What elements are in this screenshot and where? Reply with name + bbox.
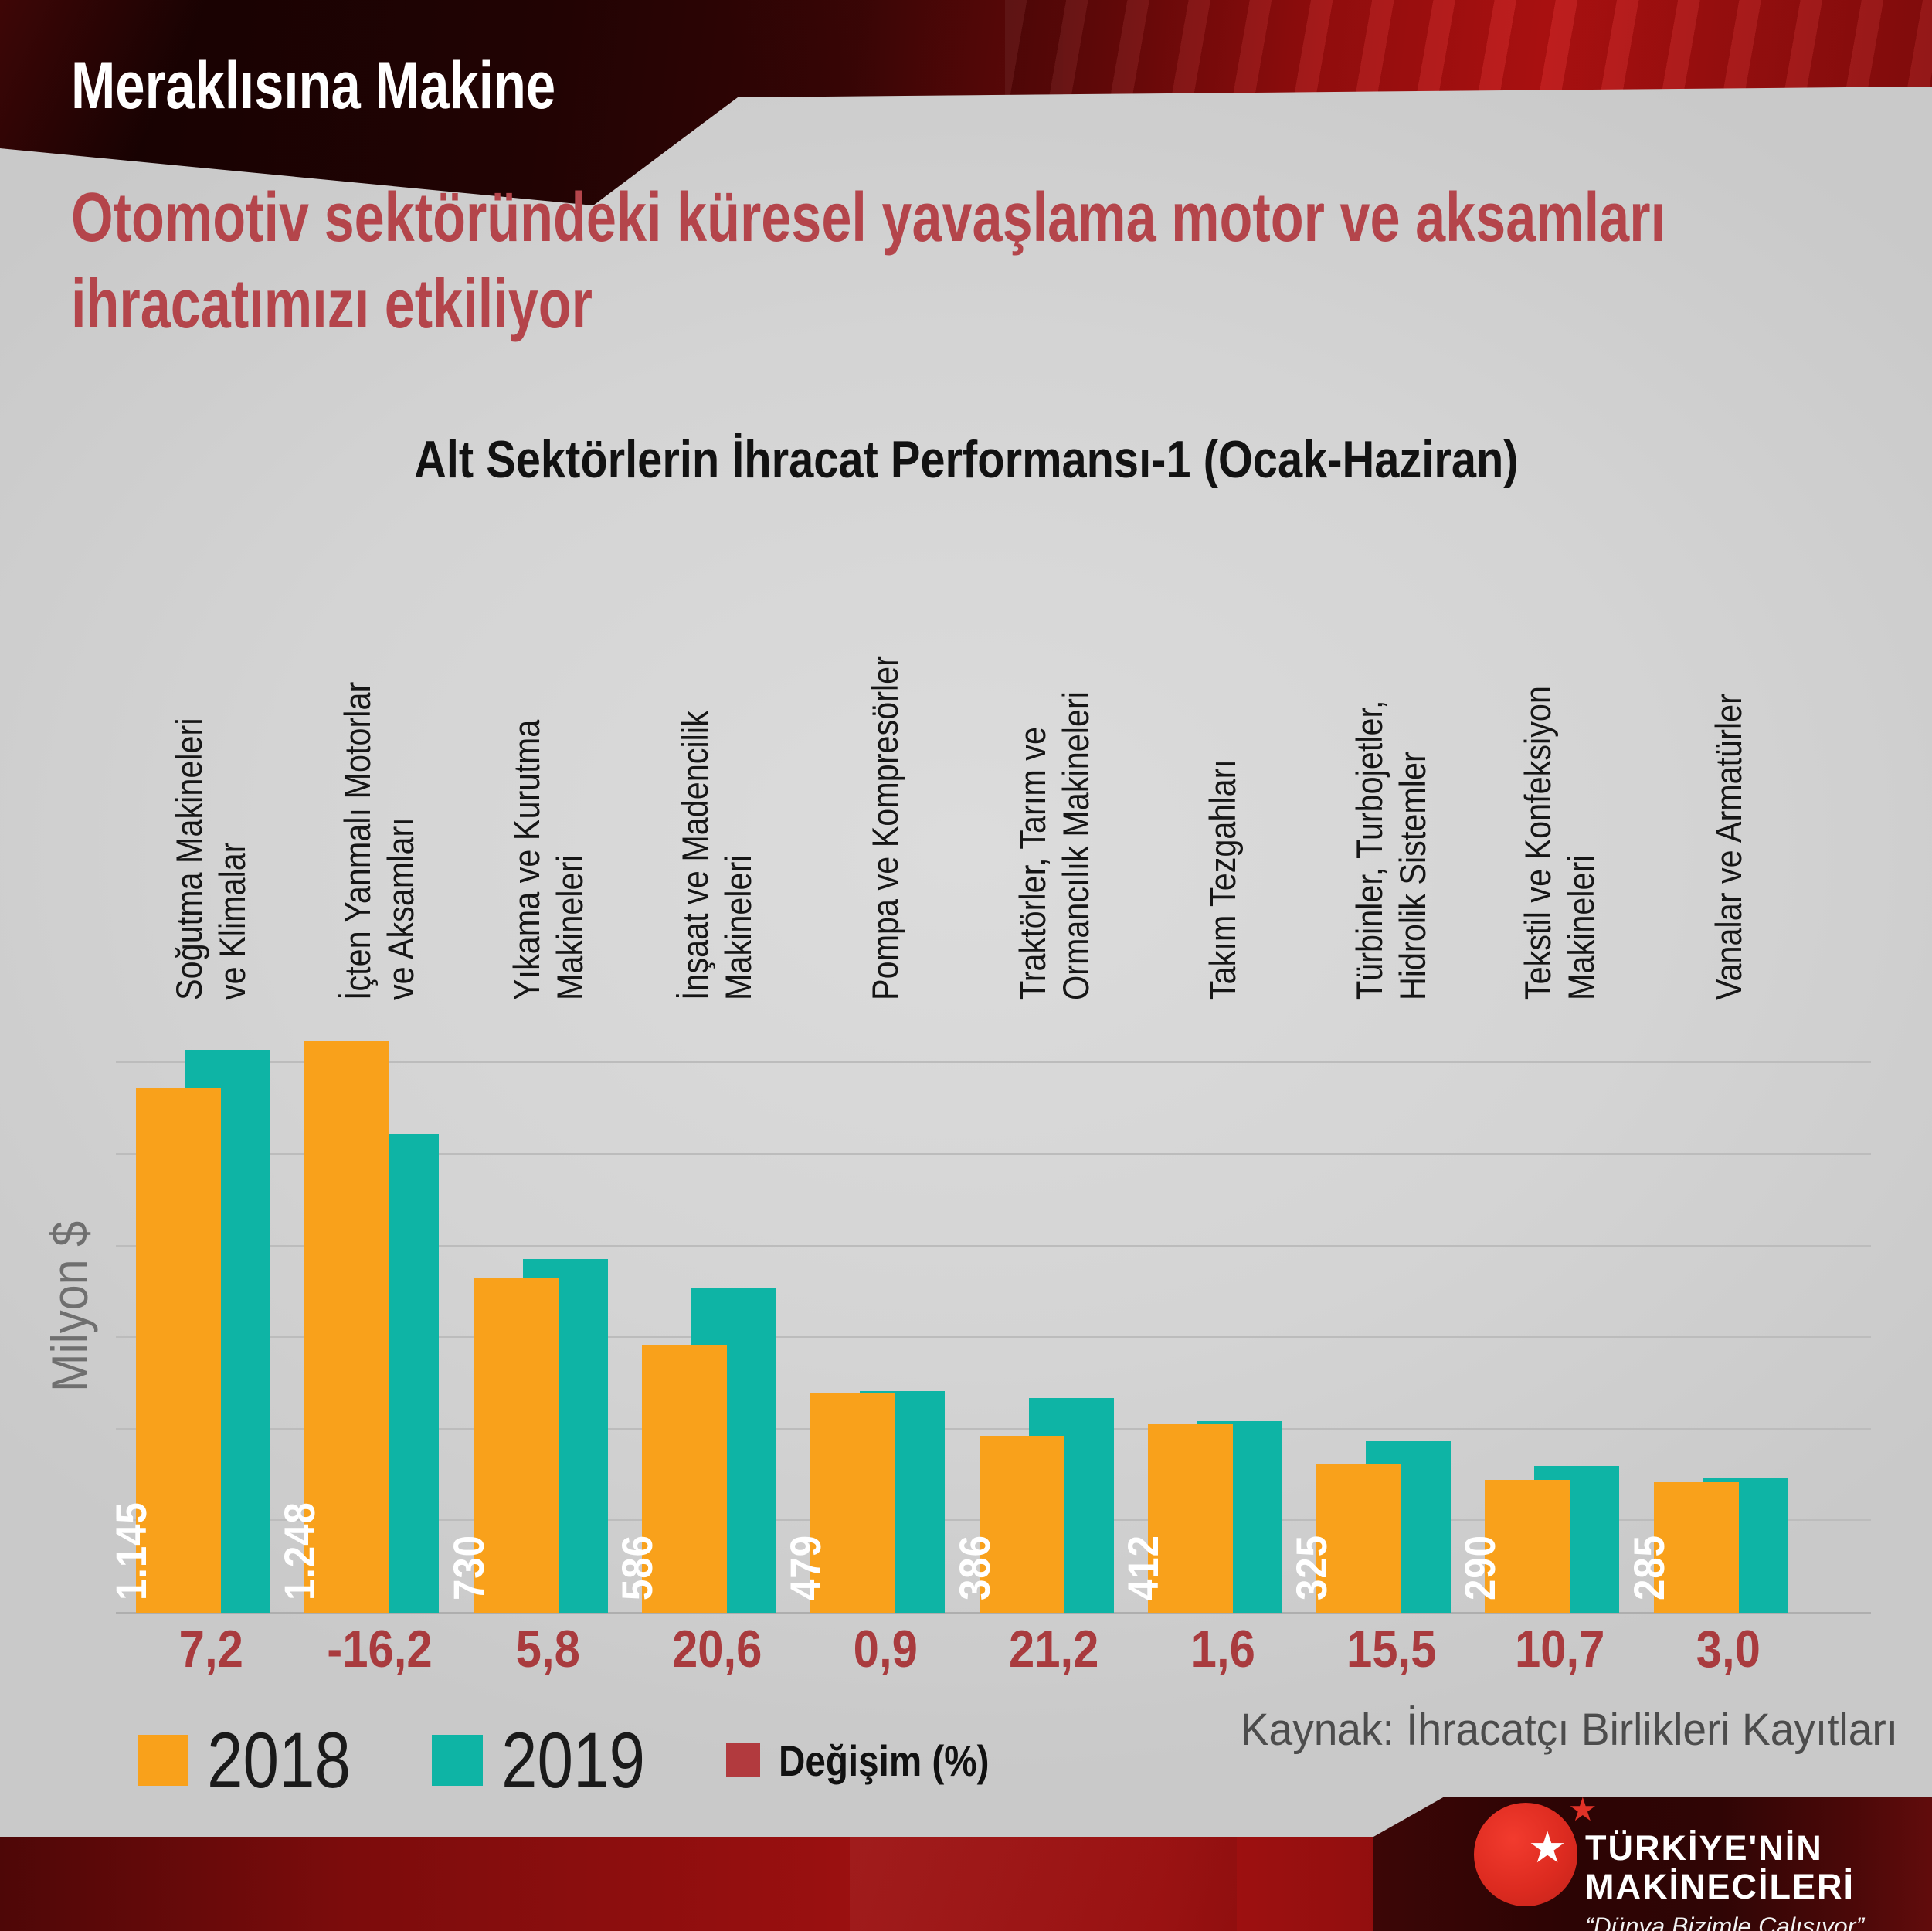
bar-chart-plot: 1.2271.1451.0451.24877273070858648447946… xyxy=(0,1035,1932,1614)
chart-title: Alt Sektörlerin İhracat Performansı-1 (O… xyxy=(413,430,1519,489)
legend-item-2018: 2018 xyxy=(138,1721,382,1800)
bar-value-label: 586 xyxy=(612,1535,661,1600)
legend-label-2019: 2019 xyxy=(501,1716,645,1804)
legend-swatch-change xyxy=(725,1743,760,1777)
bar-2018: 586 xyxy=(613,1345,727,1613)
brand-title: Meraklısına Makine xyxy=(71,49,556,123)
bar-value-label: 730 xyxy=(443,1535,493,1600)
bar-2018: 386 xyxy=(950,1436,1064,1613)
gridline xyxy=(116,1336,1871,1339)
bar-2018: 1.145 xyxy=(107,1088,221,1613)
change-value: 15,5 xyxy=(1346,1620,1437,1678)
star-icon: ★ xyxy=(1528,1823,1567,1872)
source-note: Kaynak: İhracatçı Birlikleri Kayıtları xyxy=(1240,1705,1898,1755)
change-value: 0,9 xyxy=(853,1620,918,1678)
logo-line2: MAKİNECİLERİ xyxy=(1585,1867,1855,1906)
change-value: 7,2 xyxy=(178,1620,243,1678)
gridline xyxy=(116,1244,1871,1247)
gridline xyxy=(116,1061,1871,1064)
legend-swatch-2019 xyxy=(431,1735,483,1786)
change-value: 21,2 xyxy=(1009,1620,1099,1678)
headline-line1: Otomotiv sektöründeki küresel yavaşlama … xyxy=(71,179,1666,256)
logo-line1: TÜRKİYE'NİN xyxy=(1585,1828,1823,1868)
gridline xyxy=(116,1427,1871,1430)
bar-value-label: 290 xyxy=(1455,1535,1505,1600)
change-value: 3,0 xyxy=(1696,1620,1761,1678)
legend-label-change: Değişim (%) xyxy=(778,1736,990,1785)
change-value: 5,8 xyxy=(516,1620,581,1678)
change-value: 20,6 xyxy=(671,1620,762,1678)
headline-line2: ihracatımızı etkiliyor xyxy=(71,266,593,343)
bar-2018: 479 xyxy=(781,1393,896,1613)
change-value: 1,6 xyxy=(1190,1620,1255,1678)
small-star-icon: ★ xyxy=(1568,1791,1598,1827)
bar-2018: 1.248 xyxy=(275,1041,390,1613)
bar-value-label: 412 xyxy=(1118,1535,1167,1600)
logo-circle xyxy=(1474,1803,1577,1906)
bar-value-label: 386 xyxy=(949,1535,999,1600)
headline: Otomotiv sektöründeki küresel yavaşlama … xyxy=(71,175,1932,348)
chart-legend: 2018 2019 Değişim (%) xyxy=(138,1721,1026,1800)
bar-2018: 285 xyxy=(1625,1482,1739,1613)
gridline xyxy=(116,1153,1871,1155)
bar-value-label: 479 xyxy=(781,1535,830,1600)
legend-label-2018: 2018 xyxy=(207,1716,351,1804)
bar-value-label: 325 xyxy=(1287,1535,1336,1600)
logo-text: TÜRKİYE'NİN MAKİNECİLERİ “Dünya Bizimle … xyxy=(1585,1829,1864,1931)
legend-swatch-2018 xyxy=(138,1735,188,1786)
change-value: -16,2 xyxy=(327,1620,433,1678)
bar-value-label: 1.248 xyxy=(275,1502,324,1600)
bar-value-label: 1.145 xyxy=(107,1502,155,1600)
bar-2018: 290 xyxy=(1455,1480,1570,1613)
legend-item-change: Değişim (%) xyxy=(725,1736,1027,1786)
bar-2018: 730 xyxy=(444,1278,559,1613)
bar-2018: 412 xyxy=(1119,1424,1233,1613)
x-axis-line xyxy=(116,1612,1871,1614)
logo-tagline: “Dünya Bizimle Çalışıyor” xyxy=(1585,1912,1864,1931)
legend-item-2019: 2019 xyxy=(431,1716,677,1804)
bar-2018: 325 xyxy=(1287,1464,1402,1613)
change-value: 10,7 xyxy=(1515,1620,1605,1678)
logo-backdrop-panel xyxy=(1373,1797,1932,1931)
bar-value-label: 285 xyxy=(1624,1535,1673,1600)
